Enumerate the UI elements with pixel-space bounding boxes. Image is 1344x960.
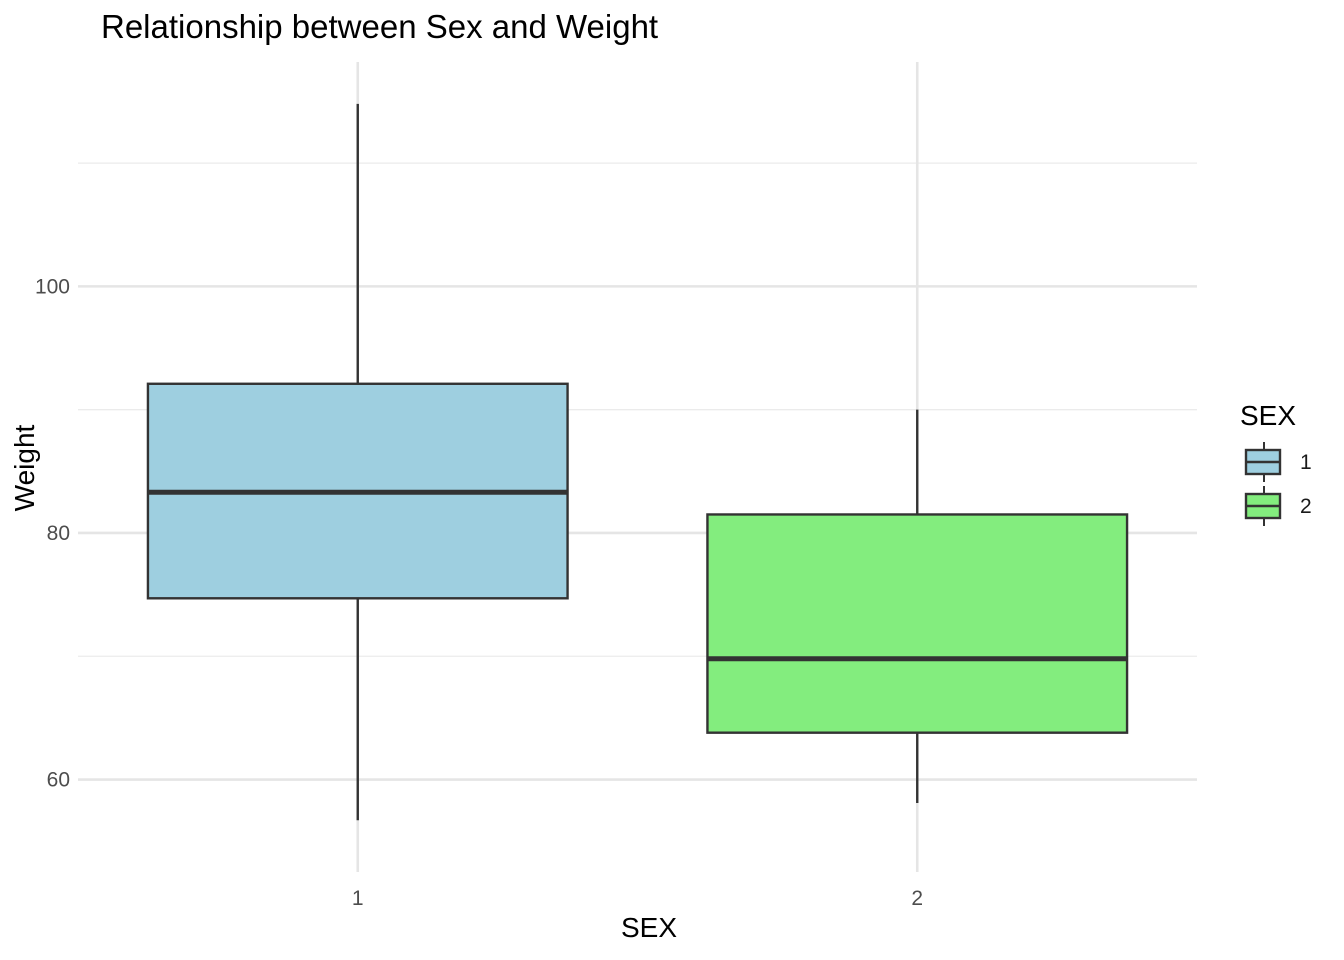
y-axis-title: Weight xyxy=(9,424,40,512)
x-tick-label: 1 xyxy=(352,887,364,910)
legend: SEX 1 2 xyxy=(1240,400,1340,528)
iqr-box xyxy=(706,513,1129,734)
y-tick-label: 100 xyxy=(35,275,70,298)
x-axis-title: SEX xyxy=(620,912,678,943)
y-tick-label: 60 xyxy=(47,769,70,792)
legend-label-1: 1 xyxy=(1300,451,1312,474)
chart-title: Relationship between Sex and Weight xyxy=(101,8,659,45)
box-1 xyxy=(146,103,569,821)
box-2 xyxy=(706,409,1129,803)
axis-ticks: 60 80 100 1 2 xyxy=(35,275,923,910)
legend-item-2: 2 xyxy=(1240,484,1340,528)
legend-key-2 xyxy=(1244,486,1282,526)
legend-label-2: 2 xyxy=(1300,495,1312,518)
y-tick-label: 80 xyxy=(47,522,70,545)
legend-title: SEX xyxy=(1240,400,1297,431)
legend-key-1 xyxy=(1244,442,1282,482)
x-tick-label: 2 xyxy=(911,887,923,910)
legend-item-1: 1 xyxy=(1240,440,1340,484)
boxes xyxy=(146,103,1129,821)
